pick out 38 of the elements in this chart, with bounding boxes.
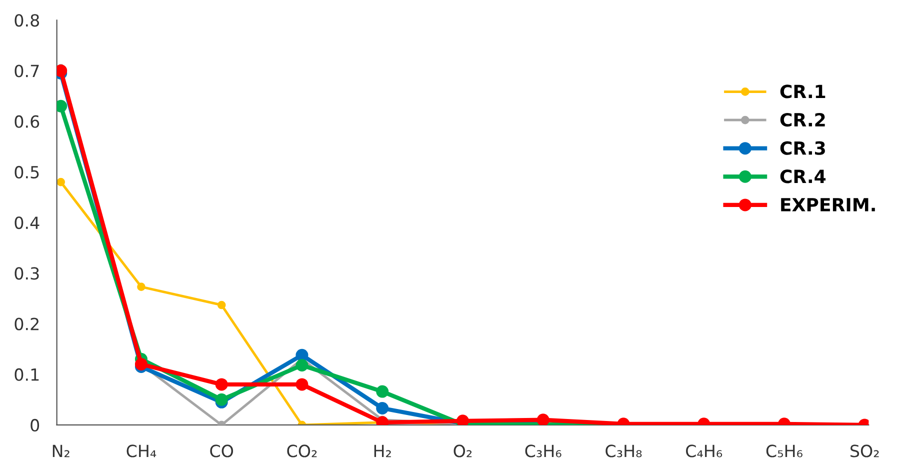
y-tick-label: 0.6 <box>14 115 40 128</box>
x-tick-label: C₄H₆ <box>686 444 722 458</box>
y-tick-label: 0.8 <box>14 14 40 27</box>
x-tick-label: C₃H₆ <box>525 444 562 458</box>
point <box>215 393 228 406</box>
point <box>536 414 550 425</box>
point <box>296 378 308 391</box>
y-tick-label: 0 <box>30 418 40 432</box>
legend-label: CR.2 <box>780 112 825 127</box>
x-tick-label: CO₂ <box>287 444 317 458</box>
point <box>456 414 469 425</box>
x-tick-label: C₅H₆ <box>766 444 802 458</box>
x-tick-label: CH₄ <box>126 444 156 458</box>
legend-label: EXPERIM. <box>781 198 875 212</box>
point <box>215 378 228 391</box>
x-tick-label: C₃H₈ <box>606 444 642 458</box>
point <box>217 300 226 310</box>
x-tick-label: H₂ <box>374 444 391 458</box>
y-tick-label: 0.4 <box>14 216 40 230</box>
point <box>376 402 389 414</box>
point <box>376 385 389 398</box>
y-tick-label: 0.5 <box>14 166 39 178</box>
legend-label: CR.3 <box>780 141 825 155</box>
y-tick-label: 0.2 <box>14 318 38 330</box>
y-tick-label: 0.7 <box>14 64 39 78</box>
point <box>137 282 146 291</box>
legend-label: CR.1 <box>780 84 826 98</box>
x-tick-label: CO <box>210 444 234 458</box>
y-tick-label: 0.3 <box>14 267 39 280</box>
x-tick-label: O₂ <box>454 444 472 458</box>
point <box>56 178 66 186</box>
y-tick-label: 0.1 <box>14 368 39 381</box>
point <box>134 358 148 370</box>
x-tick-label: SO₂ <box>850 444 879 458</box>
point <box>296 348 308 362</box>
point <box>296 358 308 372</box>
x-tick-label: N₂ <box>52 444 70 458</box>
legend-label: CR.4 <box>780 170 826 184</box>
